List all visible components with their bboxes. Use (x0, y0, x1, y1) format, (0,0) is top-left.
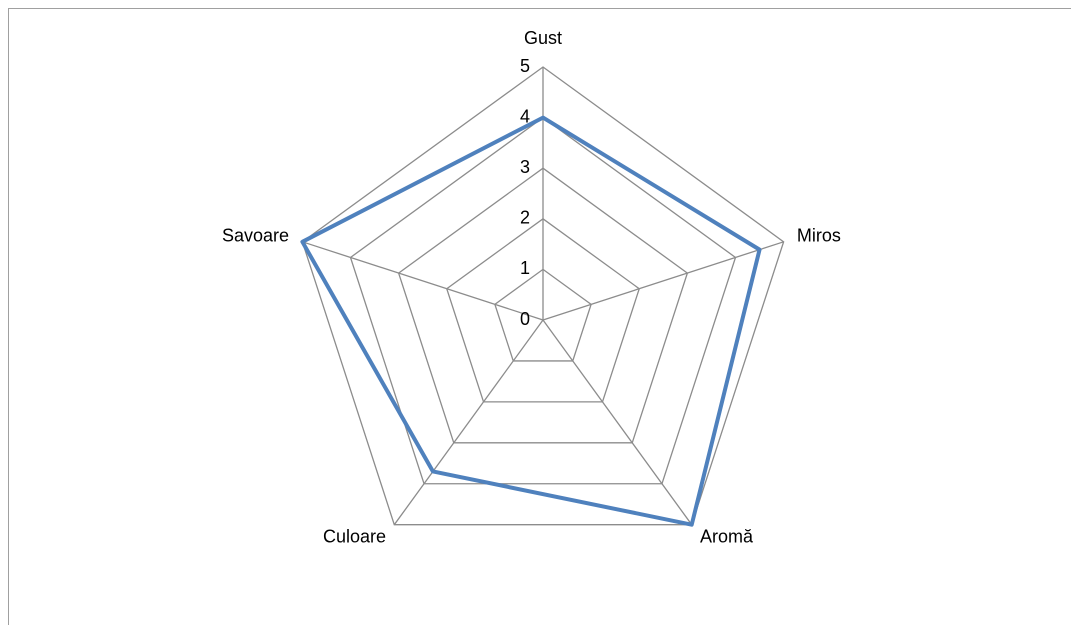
spoke (393, 319, 544, 526)
series-line (300, 115, 762, 527)
r-tick-label: 4 (520, 106, 530, 126)
r-tick-label: 0 (520, 309, 530, 329)
r-tick-label: 3 (520, 157, 530, 177)
grid-line (445, 217, 641, 403)
category-label: Savoare (222, 226, 289, 246)
r-tick-label: 2 (520, 208, 530, 228)
category-label: Miros (797, 226, 841, 246)
spoke (542, 241, 784, 321)
chart-frame (8, 8, 1071, 625)
grid-line (349, 116, 737, 485)
grid-line (397, 167, 689, 444)
category-label: Gust (524, 28, 562, 48)
r-tick-label: 1 (520, 258, 530, 278)
r-tick-label: 5 (520, 56, 530, 76)
grid-line (494, 268, 592, 362)
spoke (542, 319, 693, 526)
spoke (302, 241, 544, 321)
grid-line (301, 66, 785, 526)
category-label: Culoare (323, 526, 386, 546)
category-label: Aromă (700, 526, 754, 546)
